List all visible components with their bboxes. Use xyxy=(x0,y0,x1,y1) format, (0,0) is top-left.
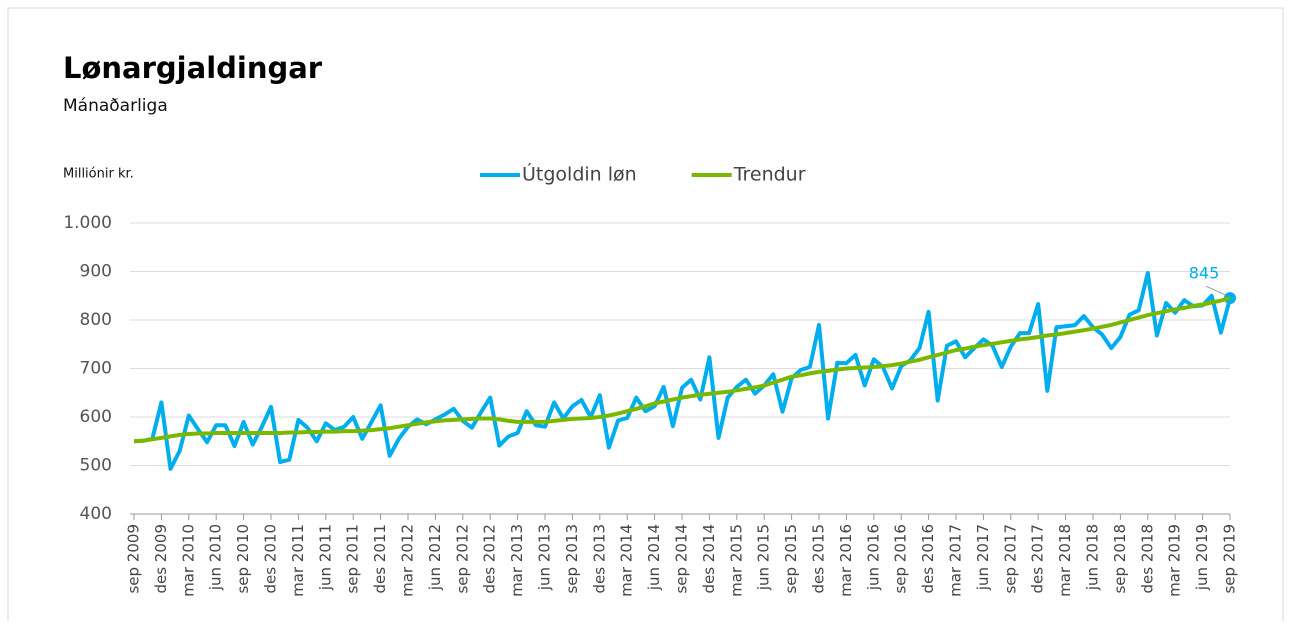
x-tick-label: sep 2012 xyxy=(453,524,471,594)
chart-subtitle: Mánaðarliga xyxy=(63,96,168,116)
x-tick-label: des 2009 xyxy=(152,524,170,594)
x-tick-label: jun 2013 xyxy=(536,524,554,591)
x-tick-label: sep 2014 xyxy=(673,524,691,594)
y-tick-label: 400 xyxy=(80,504,112,524)
x-tick-label: mar 2019 xyxy=(1166,524,1184,597)
x-tick-label: mar 2014 xyxy=(618,524,636,597)
x-tick-label: jun 2012 xyxy=(426,524,444,591)
x-tick-label: des 2013 xyxy=(590,524,608,594)
x-tick-label: sep 2019 xyxy=(1221,524,1239,594)
y-tick-label: 900 xyxy=(80,262,112,282)
x-tick-label: sep 2015 xyxy=(782,524,800,594)
y-tick-label: 700 xyxy=(80,359,112,379)
x-tick-label: jun 2010 xyxy=(207,524,225,591)
x-tick-label: des 2018 xyxy=(1138,524,1156,594)
legend-label: Útgoldin løn xyxy=(522,162,637,186)
y-tick-label: 800 xyxy=(80,310,112,330)
x-tick-label: jun 2011 xyxy=(316,524,334,591)
value-label: 845 xyxy=(1189,264,1220,283)
x-tick-label: sep 2017 xyxy=(1001,524,1019,594)
x-tick-label: sep 2010 xyxy=(234,524,252,594)
x-tick-label: mar 2012 xyxy=(399,524,417,597)
x-tick-label: des 2017 xyxy=(1029,524,1047,594)
legend-label: Trendur xyxy=(733,164,806,186)
last-point xyxy=(1224,292,1236,305)
x-tick-label: jun 2016 xyxy=(864,524,882,591)
series-line xyxy=(133,296,1231,444)
y-tick-label: 1.000 xyxy=(63,213,112,233)
x-tick-label: des 2012 xyxy=(481,524,499,594)
x-tick-label: mar 2013 xyxy=(508,524,526,597)
x-tick-label: des 2016 xyxy=(919,524,937,594)
x-tick-label: jun 2015 xyxy=(755,524,773,591)
x-tick-label: mar 2018 xyxy=(1056,524,1074,597)
y-tick-label: 600 xyxy=(80,407,112,427)
y-axis-label: Milliónir kr. xyxy=(63,167,134,182)
x-tick-label: sep 2013 xyxy=(563,524,581,594)
x-tick-label: jun 2018 xyxy=(1084,524,1102,591)
x-tick-label: jun 2014 xyxy=(645,524,663,591)
label-leader xyxy=(1205,285,1227,296)
x-tick-label: des 2015 xyxy=(810,524,828,594)
x-tick-label: mar 2011 xyxy=(289,524,307,597)
frame xyxy=(7,7,1284,621)
x-tick-label: des 2011 xyxy=(371,524,389,594)
x-tick-label: jun 2017 xyxy=(974,524,992,591)
x-tick-label: mar 2010 xyxy=(179,524,197,597)
x-tick-label: sep 2011 xyxy=(344,524,362,594)
x-tick-label: mar 2016 xyxy=(837,524,855,597)
x-tick-label: mar 2017 xyxy=(947,524,965,597)
x-tick-label: des 2014 xyxy=(700,524,718,594)
x-tick-label: sep 2018 xyxy=(1111,524,1129,594)
x-tick-label: mar 2015 xyxy=(727,524,745,597)
x-tick-label: sep 2009 xyxy=(125,524,143,594)
x-tick-label: des 2010 xyxy=(262,524,280,594)
x-tick-label: sep 2016 xyxy=(892,524,910,594)
chart-title: Lønargjaldingar xyxy=(63,51,323,85)
y-tick-label: 500 xyxy=(80,456,112,476)
x-tick-label: jun 2019 xyxy=(1193,524,1211,591)
series-line xyxy=(133,271,1232,471)
